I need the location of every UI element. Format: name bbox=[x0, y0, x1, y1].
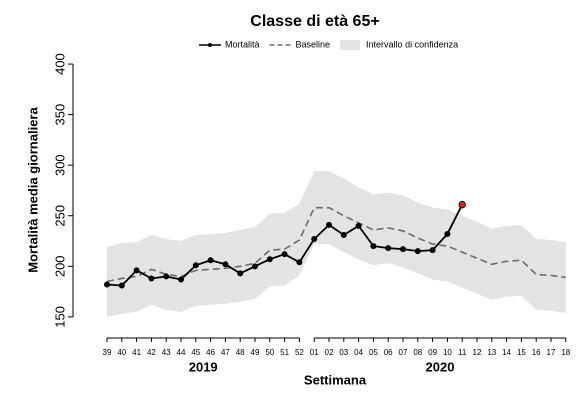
y-tick-label: 150 bbox=[52, 306, 67, 328]
x-tick-label: 10 bbox=[443, 348, 452, 357]
mortality-point bbox=[429, 247, 436, 254]
mortality-point bbox=[444, 230, 451, 237]
y-tick-label: 300 bbox=[52, 154, 67, 176]
x-tick-label: 45 bbox=[191, 348, 200, 357]
x-tick-label: 15 bbox=[517, 348, 526, 357]
x-tick-label: 07 bbox=[399, 348, 408, 357]
mortality-point bbox=[222, 261, 229, 268]
y-axis-label: Mortalità media giornaliera bbox=[25, 107, 40, 273]
x-tick-label: 43 bbox=[162, 348, 171, 357]
x-group-label: 2019 bbox=[189, 359, 218, 374]
x-tick-label: 11 bbox=[458, 348, 467, 357]
x-tick-label: 52 bbox=[295, 348, 304, 357]
mortality-point bbox=[118, 282, 125, 289]
mortality-point bbox=[458, 200, 466, 209]
y-tick-label: 350 bbox=[52, 104, 67, 126]
mortality-point bbox=[340, 231, 347, 238]
x-tick-label: 13 bbox=[487, 348, 496, 357]
x-tick-label: 12 bbox=[473, 348, 482, 357]
x-tick-label: 02 bbox=[325, 348, 334, 357]
x-tick-label: 18 bbox=[561, 348, 570, 357]
x-tick-label: 01 bbox=[310, 348, 319, 357]
confidence-band bbox=[107, 171, 566, 317]
mortality-point bbox=[281, 251, 288, 258]
x-tick-label: 14 bbox=[502, 348, 511, 357]
x-tick-label: 08 bbox=[413, 348, 422, 357]
x-axis-label: Settimana bbox=[304, 372, 367, 387]
x-tick-label: 46 bbox=[206, 348, 215, 357]
mortality-point bbox=[177, 276, 184, 283]
y-tick-label: 400 bbox=[52, 53, 67, 75]
mortality-point bbox=[399, 246, 406, 253]
y-tick-label: 200 bbox=[52, 255, 67, 277]
x-tick-label: 03 bbox=[339, 348, 348, 357]
x-tick-label: 39 bbox=[103, 348, 112, 357]
mortality-point bbox=[311, 236, 318, 243]
legend-label: Mortalità bbox=[225, 39, 260, 49]
mortality-point bbox=[414, 248, 421, 255]
x-tick-label: 50 bbox=[265, 348, 274, 357]
x-tick-label: 41 bbox=[132, 348, 141, 357]
x-tick-label: 47 bbox=[221, 348, 230, 357]
x-tick-label: 49 bbox=[251, 348, 260, 357]
mortality-point bbox=[355, 222, 362, 229]
legend-swatch bbox=[208, 43, 212, 47]
x-tick-label: 42 bbox=[147, 348, 156, 357]
y-tick-label: 250 bbox=[52, 205, 67, 227]
mortality-point bbox=[296, 259, 303, 266]
baseline-line bbox=[106, 206, 566, 283]
mortality-point bbox=[104, 281, 111, 288]
mortality-point bbox=[266, 256, 273, 263]
x-tick-label: 40 bbox=[117, 348, 126, 357]
mortality-point bbox=[133, 267, 140, 274]
x-tick-label: 16 bbox=[532, 348, 541, 357]
x-tick-label: 05 bbox=[369, 348, 378, 357]
x-tick-label: 17 bbox=[547, 348, 556, 357]
x-tick-label: 04 bbox=[354, 348, 363, 357]
x-tick-label: 09 bbox=[428, 348, 437, 357]
legend-label: Baseline bbox=[296, 39, 331, 49]
mortality-point bbox=[325, 221, 332, 228]
chart-title: Classe di età 65+ bbox=[250, 13, 379, 30]
legend-label: Intervallo di confidenza bbox=[366, 39, 458, 49]
legend-swatch bbox=[340, 40, 361, 50]
mortality-point bbox=[385, 245, 392, 252]
x-tick-label: 48 bbox=[236, 348, 245, 357]
x-tick-label: 51 bbox=[280, 348, 289, 357]
mortality-point bbox=[207, 257, 214, 264]
mortality-point bbox=[237, 270, 244, 277]
mortality-point bbox=[148, 275, 155, 282]
mortality-point bbox=[192, 262, 199, 269]
mortality-point bbox=[251, 263, 258, 270]
x-tick-label: 06 bbox=[384, 348, 393, 357]
x-group-label: 2020 bbox=[426, 359, 455, 374]
mortality-point bbox=[163, 273, 170, 280]
mortality-point bbox=[370, 243, 377, 250]
x-tick-label: 44 bbox=[177, 348, 186, 357]
